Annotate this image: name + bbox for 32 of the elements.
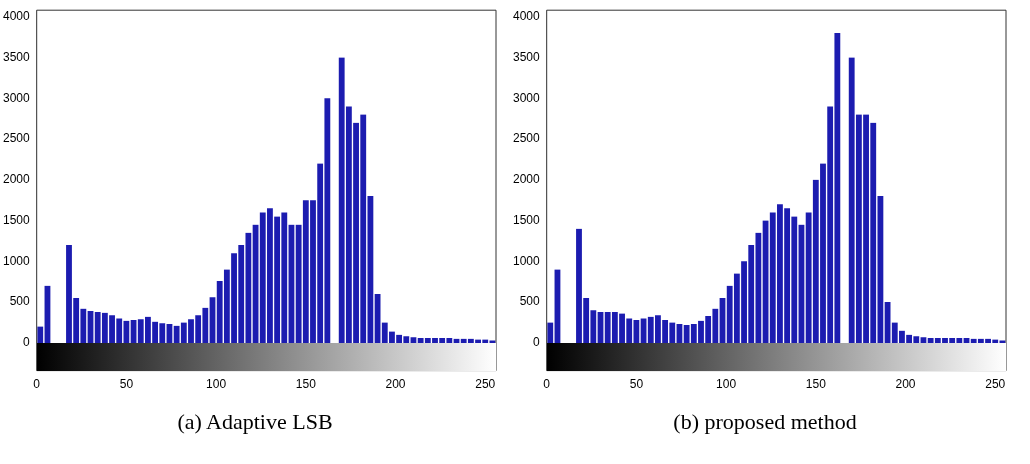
y-tick-label: 4000 (512, 9, 541, 24)
y-tick-label: 1500 (512, 212, 541, 227)
x-tick-label: 0 (33, 377, 41, 392)
x-tick-label: 250 (985, 377, 1006, 392)
x-tick-label: 50 (119, 377, 134, 392)
y-tick-label: 3000 (2, 90, 31, 105)
text: (a) Adaptive LSB (176, 409, 334, 435)
x-tick-label: 150 (295, 377, 317, 392)
text: (b) proposed method (672, 409, 858, 435)
y-tick-label: 500 (519, 294, 541, 309)
x-tick-label: 100 (716, 377, 737, 392)
x-tick-label: 200 (895, 377, 916, 392)
y-tick-label: 2000 (2, 172, 31, 187)
y-tick-label: 2500 (512, 131, 541, 146)
y-tick-label: 1500 (2, 212, 31, 227)
y-tick-label: 3000 (512, 90, 541, 105)
y-tick-label: 1000 (512, 253, 541, 268)
y-tick-label: 0 (533, 335, 541, 350)
x-tick-label: 200 (385, 377, 406, 392)
x-tick-label: 150 (805, 377, 827, 392)
x-tick-label: 250 (475, 377, 496, 392)
y-tick-label: 3500 (512, 49, 541, 64)
x-tick-label: 100 (206, 377, 227, 392)
y-tick-label: 2000 (512, 172, 541, 187)
x-tick-label: 0 (543, 377, 551, 392)
x-tick-label: 50 (629, 377, 644, 392)
y-tick-label: 3500 (2, 49, 31, 64)
y-tick-label: 4000 (2, 9, 31, 24)
y-tick-label: 0 (23, 335, 31, 350)
y-tick-label: 1000 (2, 253, 31, 268)
y-tick-label: 500 (9, 294, 31, 309)
y-tick-label: 2500 (2, 131, 31, 146)
